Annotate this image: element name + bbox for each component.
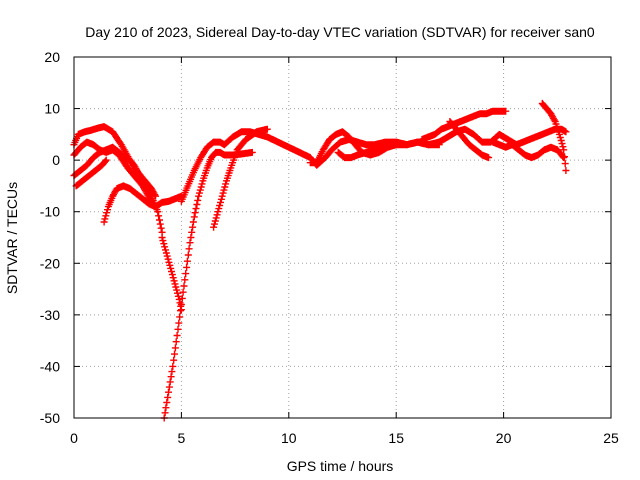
- series-track-13: [418, 107, 510, 143]
- series-track-16: [489, 138, 568, 162]
- data-points: [158, 234, 185, 314]
- x-tick-label: 10: [281, 430, 297, 446]
- x-tick-label: 20: [496, 430, 512, 446]
- y-tick-label: -20: [40, 255, 60, 271]
- data-points: [418, 107, 510, 143]
- data-points: [334, 138, 443, 162]
- series-track-15: [446, 118, 493, 162]
- plot-frame: [73, 56, 612, 419]
- series-track-18: [538, 99, 570, 174]
- data-points: [489, 138, 568, 162]
- axis-ticks: [73, 56, 612, 419]
- y-tick-label: -10: [40, 204, 60, 220]
- x-tick-label: 0: [70, 430, 78, 446]
- y-tick-label: 20: [44, 49, 60, 65]
- x-tick-label: 5: [178, 430, 186, 446]
- x-axis-tick-labels: 0 5 10 15 20 25: [70, 430, 619, 446]
- data-points: [446, 118, 493, 162]
- y-tick-label: -50: [40, 410, 60, 426]
- data-points: [100, 182, 185, 226]
- data-series: [70, 99, 570, 422]
- y-tick-label: -30: [40, 307, 60, 323]
- series-track-5: [100, 182, 185, 226]
- data-points: [72, 156, 110, 190]
- x-tick-label: 15: [388, 430, 404, 446]
- chart-title: Day 210 of 2023, Sidereal Day-to-day VTE…: [85, 24, 595, 40]
- x-axis-label: GPS time / hours: [287, 458, 394, 474]
- y-tick-label: -40: [40, 358, 60, 374]
- data-points: [177, 128, 443, 205]
- data-points: [210, 125, 271, 231]
- data-points: [126, 156, 160, 200]
- data-points: [538, 99, 570, 174]
- series-track-4: [72, 156, 110, 190]
- x-tick-label: 25: [603, 430, 619, 446]
- y-tick-label: 10: [44, 101, 60, 117]
- series-track-9: [177, 128, 443, 205]
- series-track-10: [210, 125, 271, 231]
- y-tick-label: 0: [52, 152, 60, 168]
- y-axis-tick-labels: -50 -40 -30 -20 -10 0 10 20: [40, 49, 60, 426]
- grid-lines: [74, 57, 611, 418]
- series-track-6: [126, 156, 160, 200]
- y-axis-label: SDTVAR / TECUs: [4, 182, 20, 294]
- series-track-12: [334, 138, 443, 162]
- series-track-7: [158, 234, 185, 314]
